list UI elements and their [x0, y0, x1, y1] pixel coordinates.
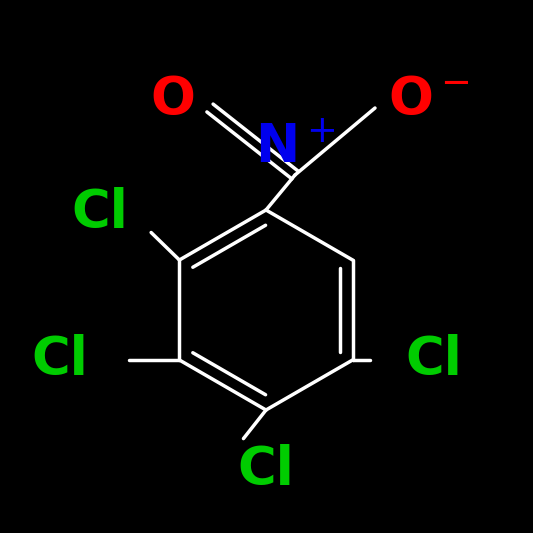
- Text: Cl: Cl: [71, 187, 128, 239]
- Text: O: O: [150, 74, 195, 126]
- Text: Cl: Cl: [31, 334, 88, 386]
- Text: N$^+$: N$^+$: [255, 122, 335, 174]
- Text: O$^-$: O$^-$: [388, 74, 470, 126]
- Text: Cl: Cl: [405, 334, 462, 386]
- Text: Cl: Cl: [238, 444, 294, 496]
